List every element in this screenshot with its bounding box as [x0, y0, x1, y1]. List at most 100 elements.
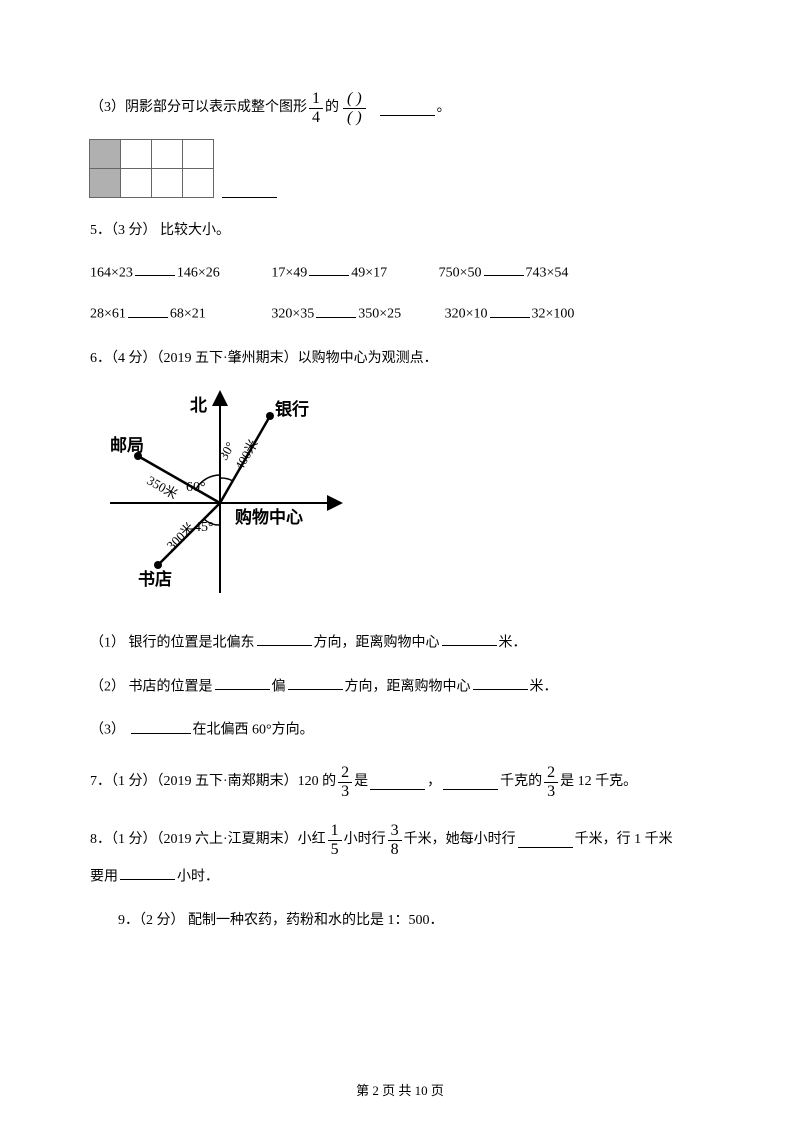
fraction-denominator: 8 [388, 841, 402, 859]
grid-cell [89, 168, 121, 198]
fraction-denominator: 3 [544, 783, 558, 801]
cmp-a: 164×23 [90, 265, 133, 280]
question-8: 8．（1 分）（2019 六上·江夏期末）小红 1 5 小时行 3 8 千米，她… [90, 822, 740, 888]
q6-sub1: （1） 银行的位置是北偏东 方向，距离购物中心 米． [90, 631, 740, 655]
q3-label: （3） [90, 97, 125, 119]
q3-blank [380, 100, 435, 115]
q3-text1: 阴影部分可以表示成整个图形 [125, 97, 307, 119]
q5-header: 5．（3 分） 比较大小。 [90, 220, 740, 242]
cmp-b: 146×26 [177, 265, 220, 280]
q8-mid3: 千米，行 1 千米 [575, 829, 673, 851]
grid-cells [90, 140, 214, 198]
cmp-a: 28×61 [90, 307, 126, 322]
blank [518, 833, 573, 848]
cmp-item: 320×10 32×100 [445, 302, 575, 326]
q6-s2-t1: 书店的位置是 [125, 679, 213, 694]
grid-cell [120, 139, 152, 169]
cmp-blank [135, 261, 175, 276]
q6-s2-t4: 米． [530, 679, 558, 694]
q6-s3-t1 [125, 723, 129, 738]
question-3-part-3: （3） 阴影部分可以表示成整个图形 1 4 的 ( ) ( ) 。 [90, 90, 740, 198]
fraction-numerator: 2 [338, 764, 352, 783]
q7-mid2: ， [427, 771, 441, 793]
fraction-1-5: 1 5 [328, 822, 342, 858]
question-9: 9．（2 分） 配制一种农药，药粉和水的比是 1：500． [90, 910, 740, 932]
q5-row-1: 164×23 146×26 17×49 49×17 750×50 743×54 [90, 261, 740, 285]
blank [442, 631, 497, 646]
cmp-b: 350×25 [358, 307, 401, 322]
q6-s1-t2: 方向，距离购物中心 [314, 635, 440, 650]
cmp-a: 750×50 [439, 265, 482, 280]
label-north: 北 [190, 396, 207, 415]
q9-text: 9．（2 分） 配制一种农药，药粉和水的比是 1：500． [118, 913, 444, 928]
q6-s2-t3: 方向，距离购物中心 [345, 679, 471, 694]
q6-s1-t1: 银行的位置是北偏东 [125, 635, 255, 650]
fraction-numerator: 2 [544, 764, 558, 783]
cmp-item: 28×6168×21 [90, 302, 206, 326]
fraction-3-8: 3 8 [388, 822, 402, 858]
q6-sub2: （2） 书店的位置是偏方向，距离购物中心米． [90, 675, 740, 699]
cmp-blank [490, 302, 530, 317]
fraction-numerator: 1 [328, 822, 342, 841]
grid-cell [151, 168, 183, 198]
grid-cell [120, 168, 152, 198]
label-center: 购物中心 [235, 507, 303, 527]
q8-l2b: 小时． [177, 869, 219, 884]
q8-l2a: 要用 [90, 869, 118, 884]
cmp-item: 750×50 743×54 [439, 261, 569, 285]
label-bank: 银行 [275, 399, 309, 419]
cmp-item: 320×35 350×25 [271, 302, 401, 326]
q6-s2-t2: 偏 [272, 679, 286, 694]
q6-header: 6．（4 分）（2019 五下·肇州期末）以购物中心为观测点． [90, 348, 740, 370]
dist-400: 400米 [232, 436, 261, 472]
fraction-1-4: 1 4 [309, 90, 323, 126]
q6-s1-label: （1） [90, 635, 125, 650]
q7-suffix: 是 12 千克。 [560, 771, 637, 793]
question-6: 6．（4 分）（2019 五下·肇州期末）以购物中心为观测点． [90, 348, 740, 742]
label-bookstore: 书店 [138, 569, 172, 589]
q7-mid3: 千克的 [500, 771, 542, 793]
angle-60: 60° [186, 480, 206, 495]
blank [370, 775, 425, 790]
page-footer: 第 2 页 共 10 页 [0, 1081, 800, 1102]
grid-cell [182, 139, 214, 169]
fraction-denominator: 3 [338, 783, 352, 801]
q6-sub3: （3） 在北偏西 60°方向。 [90, 718, 740, 742]
fraction-numerator: 1 [309, 90, 323, 109]
cmp-item: 164×23 146×26 [90, 261, 220, 285]
blank [443, 775, 498, 790]
direction-svg: 北 银行 邮局 购物中心 书店 30° 60° 45° 350米 400米 30… [90, 383, 350, 603]
grid-blank [222, 183, 277, 198]
cmp-a: 17×49 [271, 265, 307, 280]
q8-mid1: 小时行 [344, 829, 386, 851]
q6-s1-t3: 米． [499, 635, 527, 650]
cmp-blank [128, 302, 168, 317]
cmp-b: 32×100 [532, 307, 575, 322]
question-5: 5．（3 分） 比较大小。 164×23 146×26 17×49 49×17 75… [90, 220, 740, 326]
cmp-a: 320×10 [445, 307, 488, 322]
q3-text2: 的 [325, 97, 339, 119]
fraction-blank: ( ) ( ) [343, 90, 366, 126]
q7-mid1: 是 [354, 771, 368, 793]
direction-diagram: 北 银行 邮局 购物中心 书店 30° 60° 45° 350米 400米 30… [90, 383, 740, 611]
fraction-denominator: 5 [328, 841, 342, 859]
blank [120, 865, 175, 880]
blank [215, 675, 270, 690]
q3-text-line: （3） 阴影部分可以表示成整个图形 1 4 的 ( ) ( ) 。 [90, 90, 740, 126]
blank [473, 675, 528, 690]
dist-300: 300米 [164, 519, 198, 553]
blank [131, 718, 191, 733]
q5-row-2: 28×6168×21 320×35 350×25 320×10 32×100 [90, 302, 740, 326]
grid-diagram [90, 140, 740, 198]
cmp-a: 320×35 [271, 307, 314, 322]
cmp-b: 49×17 [351, 265, 387, 280]
cmp-b: 743×54 [526, 265, 569, 280]
q8-line2: 要用 小时． [90, 865, 740, 889]
q7-prefix: 7．（1 分）（2019 五下·南郑期末）120 的 [90, 771, 336, 793]
cmp-item: 17×49 49×17 [271, 261, 387, 285]
cmp-blank [484, 261, 524, 276]
q3-text3: 。 [437, 97, 451, 119]
blank [257, 631, 312, 646]
q6-s3-t2: 在北偏西 60°方向。 [193, 723, 314, 738]
angle-45: 45° [194, 520, 214, 535]
